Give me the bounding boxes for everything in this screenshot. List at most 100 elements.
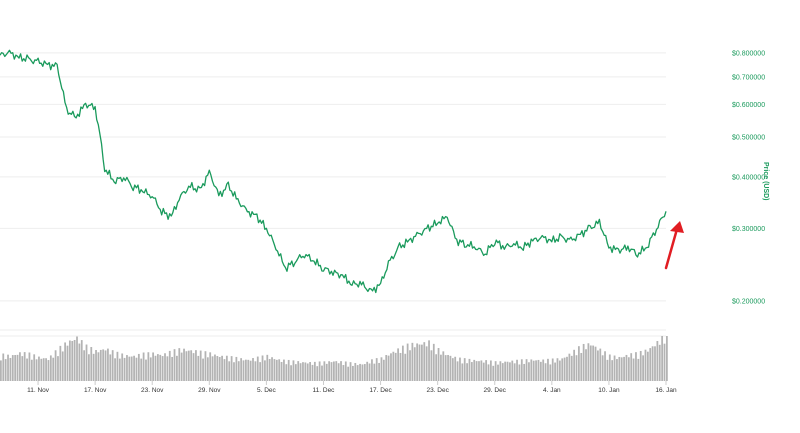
volume-bar bbox=[199, 350, 202, 381]
volume-bar bbox=[109, 354, 112, 381]
volume-bar bbox=[461, 363, 464, 381]
volume-bar bbox=[247, 359, 250, 381]
trend-arrow-icon bbox=[664, 221, 684, 270]
volume-bar bbox=[456, 361, 459, 381]
volume-bar bbox=[145, 359, 147, 381]
volume-bar bbox=[663, 343, 666, 381]
volume-bar bbox=[556, 358, 559, 381]
volume-bar bbox=[528, 362, 530, 381]
volume-bar bbox=[544, 363, 547, 381]
volume-bar bbox=[195, 350, 197, 381]
volume-bar bbox=[582, 343, 585, 381]
volume-bar bbox=[244, 359, 247, 381]
volume-bar bbox=[637, 358, 640, 381]
volume-bar bbox=[88, 354, 90, 381]
volume-bar bbox=[235, 356, 238, 381]
volume-bar bbox=[613, 355, 616, 381]
volume-bar bbox=[16, 354, 19, 381]
volume-bar bbox=[118, 358, 121, 381]
volume-bar bbox=[399, 352, 402, 381]
volume-bar bbox=[501, 363, 504, 381]
volume-bar bbox=[21, 356, 24, 381]
volume-bar bbox=[111, 350, 114, 381]
volume-bar bbox=[416, 343, 419, 381]
volume-bar bbox=[71, 340, 74, 381]
volume-bar bbox=[252, 358, 254, 381]
volume-bar bbox=[90, 347, 93, 381]
volume-bar bbox=[616, 359, 618, 381]
volume-bar bbox=[61, 351, 64, 381]
volume-bar bbox=[366, 361, 369, 381]
volume-bar bbox=[287, 359, 290, 381]
volume-bar bbox=[328, 361, 331, 381]
volume-bar bbox=[363, 364, 366, 381]
volume-bar bbox=[316, 366, 319, 381]
volume-bar bbox=[432, 343, 435, 381]
x-tick-label: 29. Dec bbox=[484, 387, 507, 394]
volume-bar bbox=[76, 336, 78, 381]
volume-bar bbox=[275, 359, 278, 381]
volume-bar bbox=[116, 351, 119, 381]
y-tick-label: $0.300000 bbox=[732, 226, 765, 233]
volume-bar bbox=[135, 357, 138, 381]
x-tick-label: 11. Dec bbox=[313, 387, 336, 394]
volume-bar bbox=[413, 347, 416, 381]
volume-bar bbox=[297, 361, 300, 381]
y-tick-label: $0.500000 bbox=[732, 135, 765, 142]
volume-bar bbox=[594, 346, 597, 381]
volume-bar bbox=[337, 363, 340, 381]
volume-bar bbox=[447, 354, 449, 381]
volume-bar bbox=[225, 355, 228, 381]
volume-bar bbox=[525, 359, 528, 381]
x-tick-label: 10. Jan bbox=[598, 387, 620, 394]
volume-bar bbox=[130, 356, 133, 381]
volume-bar bbox=[623, 356, 625, 381]
volume-bar bbox=[425, 346, 428, 381]
volume-bar bbox=[466, 363, 468, 381]
volume-bar bbox=[42, 358, 45, 381]
volume-bar bbox=[385, 355, 388, 381]
volume-bar bbox=[30, 359, 33, 381]
volume-bar bbox=[518, 364, 521, 381]
volume-bar bbox=[14, 355, 17, 381]
volume-bar bbox=[480, 360, 483, 381]
volume-bar bbox=[489, 360, 492, 381]
volume-bar bbox=[133, 355, 135, 381]
volume-bar bbox=[152, 352, 155, 381]
volume-bar bbox=[473, 359, 476, 381]
volume-bar bbox=[542, 359, 545, 381]
volume-bar bbox=[485, 360, 488, 381]
volume-bar bbox=[606, 359, 609, 381]
volume-bar bbox=[176, 355, 178, 381]
volume-bar bbox=[97, 352, 100, 381]
volume-bar bbox=[264, 360, 266, 381]
y-axis-ticks: $0.800000 $0.700000 $0.600000 $0.500000 $0.4… bbox=[732, 50, 765, 305]
volume-bar bbox=[449, 355, 452, 381]
volume-bar bbox=[397, 348, 399, 381]
volume-bar bbox=[492, 365, 495, 381]
volume-bar bbox=[83, 350, 86, 381]
volume-bar bbox=[278, 359, 281, 381]
x-tick-label: 23. Dec bbox=[426, 387, 449, 394]
volume-bar bbox=[209, 352, 212, 381]
volume-bar bbox=[149, 357, 152, 381]
volume-bar bbox=[635, 352, 637, 381]
volume-bar bbox=[494, 361, 497, 381]
volume-bar bbox=[140, 358, 143, 381]
volume-bar bbox=[340, 361, 342, 381]
volume-bar bbox=[549, 364, 552, 381]
volume-bar bbox=[442, 351, 445, 381]
volume-bar bbox=[242, 360, 245, 381]
volume-bar bbox=[361, 364, 364, 381]
volume-bar bbox=[23, 352, 26, 381]
volume-bar bbox=[273, 359, 276, 381]
volume-bar bbox=[47, 360, 50, 381]
volume-bar bbox=[499, 361, 502, 381]
volume-bar bbox=[166, 356, 169, 381]
volume-bar bbox=[330, 362, 333, 381]
volume-bar bbox=[45, 358, 47, 381]
y-tick-label: $0.700000 bbox=[732, 74, 765, 81]
volume-bar bbox=[271, 357, 273, 381]
volume-bar bbox=[478, 361, 480, 381]
